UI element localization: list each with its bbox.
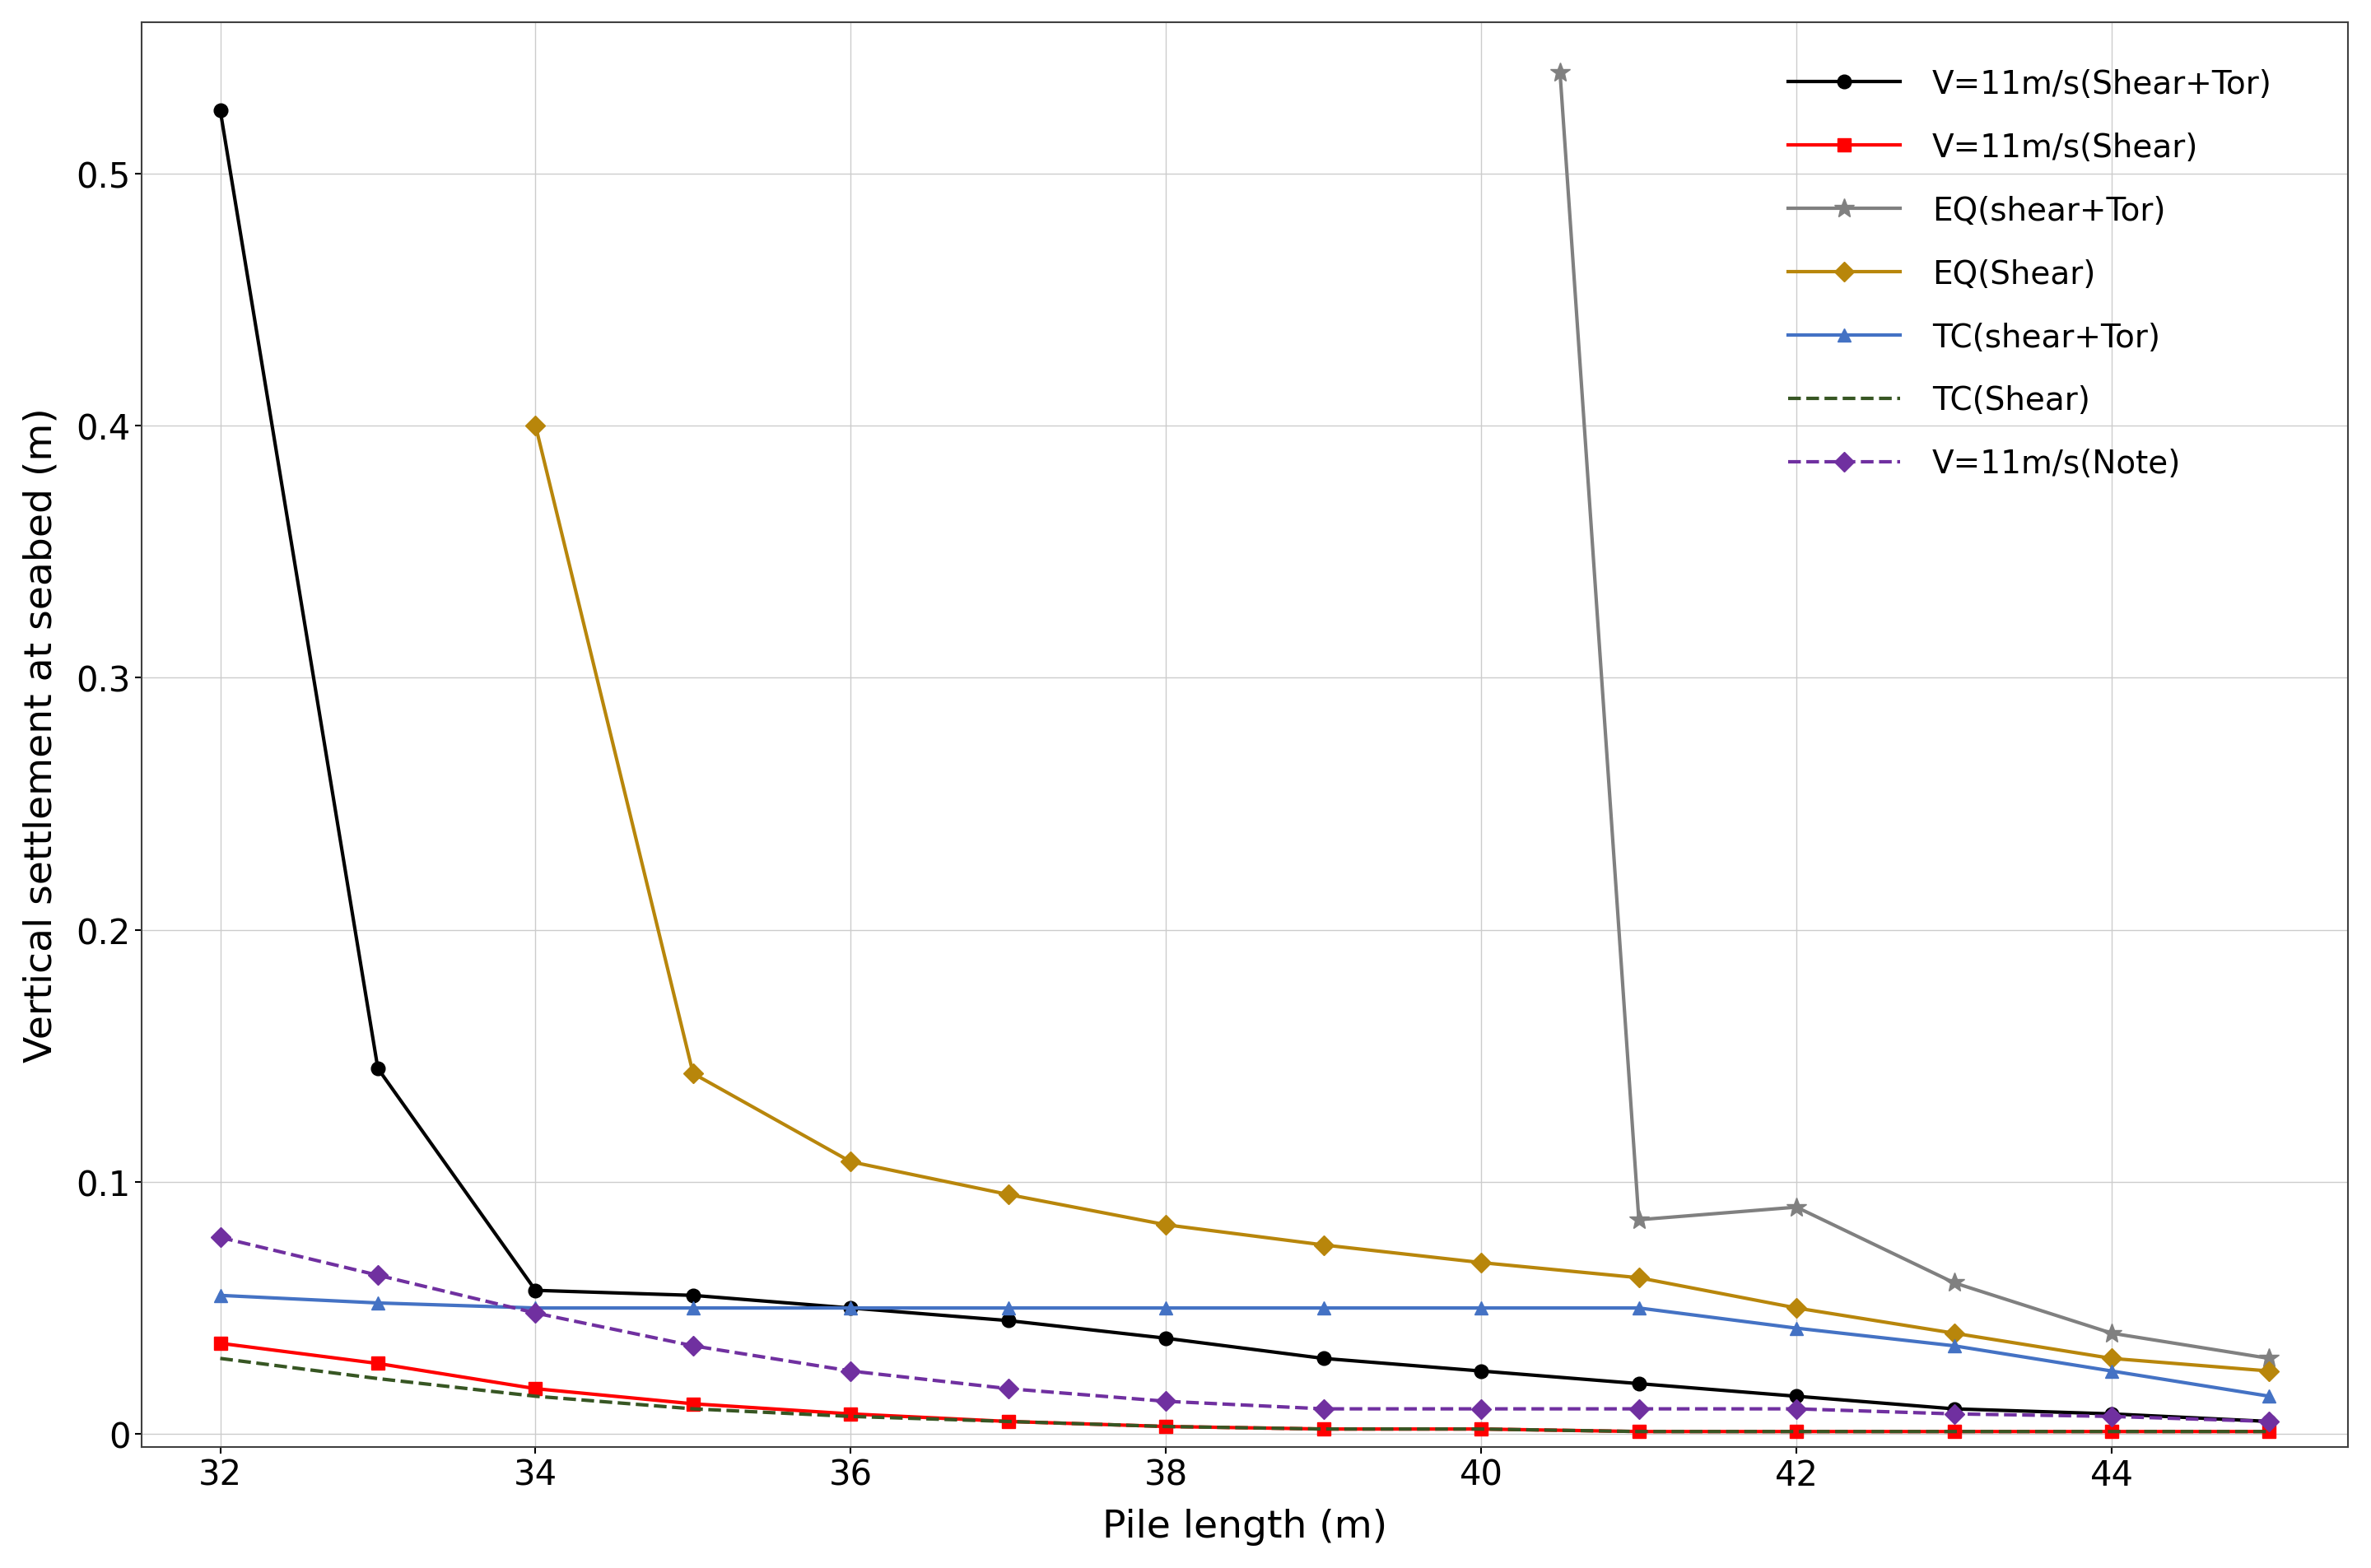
TC(shear+Tor) — [363, 1294, 391, 1312]
V=11m/s(Shear) — [678, 1394, 707, 1413]
V=11m/s(Shear) — [993, 1413, 1022, 1432]
Legend: V=11m/s(Shear+Tor), V=11m/s(Shear), EQ(shear+Tor), EQ(Shear), TC(shear+Tor), TC(: V=11m/s(Shear+Tor), V=11m/s(Shear), EQ(s… — [1771, 53, 2288, 495]
EQ(Shear) — [2098, 1348, 2127, 1367]
Line: EQ(shear+Tor): EQ(shear+Tor) — [1551, 63, 2279, 1369]
EQ(Shear) — [993, 1185, 1022, 1204]
EQ(shear+Tor) — [2098, 1323, 2127, 1342]
TC(shear+Tor) — [993, 1298, 1022, 1317]
V=11m/s(Shear+Tor) — [2255, 1413, 2283, 1432]
V=11m/s(Shear+Tor) — [678, 1286, 707, 1305]
TC(shear+Tor) — [1783, 1319, 1811, 1338]
EQ(Shear) — [1468, 1253, 1496, 1272]
TC(Shear) — [363, 1369, 391, 1388]
TC(shear+Tor) — [2098, 1361, 2127, 1380]
TC(Shear) — [2098, 1422, 2127, 1441]
Line: EQ(Shear): EQ(Shear) — [529, 419, 2276, 1378]
Line: V=11m/s(Shear+Tor): V=11m/s(Shear+Tor) — [213, 103, 2276, 1428]
V=11m/s(Note) — [1783, 1400, 1811, 1419]
V=11m/s(Shear) — [363, 1355, 391, 1374]
V=11m/s(Note) — [1939, 1405, 1968, 1424]
TC(Shear) — [522, 1388, 550, 1406]
TC(Shear) — [2255, 1422, 2283, 1441]
V=11m/s(Note) — [1468, 1400, 1496, 1419]
TC(Shear) — [1624, 1422, 1653, 1441]
V=11m/s(Note) — [993, 1380, 1022, 1399]
TC(Shear) — [206, 1348, 235, 1367]
V=11m/s(Shear+Tor) — [522, 1281, 550, 1300]
TC(Shear) — [1939, 1422, 1968, 1441]
V=11m/s(Shear) — [1783, 1422, 1811, 1441]
Line: TC(Shear): TC(Shear) — [221, 1358, 2269, 1432]
TC(Shear) — [678, 1400, 707, 1419]
TC(shear+Tor) — [1152, 1298, 1181, 1317]
TC(shear+Tor) — [678, 1298, 707, 1317]
TC(shear+Tor) — [1309, 1298, 1337, 1317]
EQ(shear+Tor) — [1624, 1210, 1653, 1229]
V=11m/s(Note) — [363, 1265, 391, 1284]
TC(Shear) — [993, 1413, 1022, 1432]
EQ(Shear) — [1624, 1269, 1653, 1287]
V=11m/s(Shear) — [1624, 1422, 1653, 1441]
TC(Shear) — [837, 1406, 865, 1425]
TC(Shear) — [1783, 1422, 1811, 1441]
V=11m/s(Shear) — [1309, 1419, 1337, 1438]
TC(shear+Tor) — [522, 1298, 550, 1317]
EQ(Shear) — [678, 1065, 707, 1083]
TC(Shear) — [1152, 1417, 1181, 1436]
EQ(Shear) — [1783, 1298, 1811, 1317]
TC(shear+Tor) — [1468, 1298, 1496, 1317]
V=11m/s(Shear) — [522, 1380, 550, 1399]
TC(shear+Tor) — [2255, 1388, 2283, 1406]
V=11m/s(Shear) — [1939, 1422, 1968, 1441]
V=11m/s(Shear) — [206, 1334, 235, 1353]
V=11m/s(Note) — [1152, 1392, 1181, 1411]
EQ(shear+Tor) — [1783, 1198, 1811, 1217]
X-axis label: Pile length (m): Pile length (m) — [1103, 1508, 1387, 1544]
V=11m/s(Note) — [522, 1303, 550, 1322]
V=11m/s(Shear+Tor) — [363, 1060, 391, 1079]
V=11m/s(Note) — [2098, 1406, 2127, 1425]
TC(shear+Tor) — [1939, 1336, 1968, 1355]
EQ(Shear) — [1939, 1323, 1968, 1342]
V=11m/s(Shear+Tor) — [1309, 1348, 1337, 1367]
V=11m/s(Shear) — [2255, 1422, 2283, 1441]
V=11m/s(Shear+Tor) — [1939, 1400, 1968, 1419]
V=11m/s(Shear+Tor) — [837, 1298, 865, 1317]
V=11m/s(Shear) — [837, 1405, 865, 1424]
V=11m/s(Note) — [1624, 1400, 1653, 1419]
V=11m/s(Shear) — [1152, 1417, 1181, 1436]
Line: TC(shear+Tor): TC(shear+Tor) — [213, 1289, 2276, 1403]
V=11m/s(Shear+Tor) — [206, 102, 235, 121]
Y-axis label: Vertical settlement at seabed (m): Vertical settlement at seabed (m) — [24, 408, 59, 1062]
V=11m/s(Shear+Tor) — [1783, 1388, 1811, 1406]
V=11m/s(Note) — [837, 1361, 865, 1380]
V=11m/s(Note) — [678, 1336, 707, 1355]
Line: V=11m/s(Note): V=11m/s(Note) — [213, 1231, 2276, 1428]
TC(Shear) — [1309, 1419, 1337, 1438]
EQ(Shear) — [837, 1152, 865, 1171]
V=11m/s(Shear+Tor) — [993, 1311, 1022, 1330]
V=11m/s(Note) — [2255, 1413, 2283, 1432]
V=11m/s(Note) — [206, 1228, 235, 1247]
V=11m/s(Shear+Tor) — [1468, 1361, 1496, 1380]
V=11m/s(Note) — [1309, 1400, 1337, 1419]
EQ(Shear) — [1309, 1236, 1337, 1254]
EQ(Shear) — [522, 417, 550, 436]
EQ(Shear) — [1152, 1215, 1181, 1234]
EQ(shear+Tor) — [1939, 1273, 1968, 1292]
EQ(shear+Tor) — [1546, 64, 1574, 83]
V=11m/s(Shear+Tor) — [1152, 1330, 1181, 1348]
Line: V=11m/s(Shear): V=11m/s(Shear) — [213, 1336, 2276, 1438]
V=11m/s(Shear) — [1468, 1419, 1496, 1438]
V=11m/s(Shear+Tor) — [2098, 1405, 2127, 1424]
TC(shear+Tor) — [837, 1298, 865, 1317]
TC(Shear) — [1468, 1419, 1496, 1438]
V=11m/s(Shear) — [2098, 1422, 2127, 1441]
V=11m/s(Shear+Tor) — [1624, 1374, 1653, 1392]
TC(shear+Tor) — [206, 1286, 235, 1305]
EQ(shear+Tor) — [2255, 1348, 2283, 1367]
EQ(Shear) — [2255, 1361, 2283, 1380]
TC(shear+Tor) — [1624, 1298, 1653, 1317]
